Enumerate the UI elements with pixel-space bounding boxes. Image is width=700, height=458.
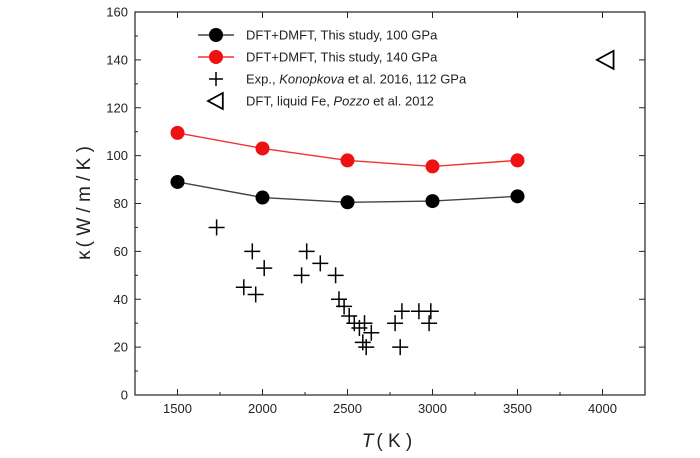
legend-label-pozzo: DFT, liquid Fe, Pozzo et al. 2012 xyxy=(246,94,434,109)
data-point-exp xyxy=(354,334,371,351)
x-tick-label: 1500 xyxy=(163,401,192,416)
plot-frame xyxy=(134,11,646,396)
y-axis: 0 20 40 60 80 100 120 140 160 xyxy=(106,5,645,403)
data-point-exp xyxy=(298,243,315,260)
data-point-dft100 xyxy=(425,194,440,209)
data-point-exp xyxy=(393,303,410,320)
legend-text-part: Pozzo xyxy=(333,94,369,109)
x-tick-label: 3500 xyxy=(503,401,532,416)
data-point-pozzo xyxy=(595,49,615,71)
legend-text-part: DFT+DMFT, This study, 100 GPa xyxy=(246,28,438,43)
y-axis-unit: ( W / m / K ) xyxy=(74,146,95,247)
series-dft140 xyxy=(170,125,525,174)
data-point-dft140 xyxy=(255,141,270,156)
y-tick-label: 60 xyxy=(114,244,128,259)
data-point-exp xyxy=(244,243,261,260)
data-point-exp xyxy=(356,315,373,332)
legend-text-part: et al. 2012 xyxy=(370,94,434,109)
data-point-exp xyxy=(336,298,353,315)
data-point-exp xyxy=(293,267,310,284)
data-point-exp xyxy=(327,267,344,284)
x-axis-symbol: T xyxy=(362,431,375,452)
y-tick-label: 80 xyxy=(114,196,128,211)
legend-label-dft140: DFT+DMFT, This study, 140 GPa xyxy=(246,50,438,65)
data-point-dft140 xyxy=(170,125,185,140)
data-point-dft140 xyxy=(510,153,525,168)
legend-marker-dft100 xyxy=(209,28,223,42)
data-point-dft140 xyxy=(340,153,355,168)
x-axis: 1500 2000 2500 3000 3500 4000 xyxy=(134,12,646,416)
data-point-exp xyxy=(235,279,252,296)
legend-marker-exp xyxy=(209,72,223,86)
legend-marker-pozzo xyxy=(206,91,224,111)
legend-marker-dft140 xyxy=(209,50,223,64)
data-point-dft100 xyxy=(170,174,185,189)
x-tick-label: 4000 xyxy=(588,401,617,416)
data-point-dft140 xyxy=(425,159,440,174)
y-tick-label: 120 xyxy=(106,100,128,115)
legend-text-part: DFT, liquid Fe, xyxy=(246,94,333,109)
legend-label-dft100: DFT+DMFT, This study, 100 GPa xyxy=(246,28,438,43)
data-point-exp xyxy=(363,324,380,341)
y-axis-label: κ ( W / m / K ) xyxy=(74,146,95,260)
y-tick-label: 0 xyxy=(121,388,128,403)
x-tick-label: 2500 xyxy=(333,401,362,416)
legend-text-part: Exp., xyxy=(246,72,279,87)
y-tick-label: 20 xyxy=(114,340,128,355)
data-point-dft100 xyxy=(510,189,525,204)
y-axis-symbol: κ xyxy=(74,250,95,260)
data-point-exp xyxy=(312,255,329,272)
legend-item-exp: Exp., Konopkova et al. 2016, 112 GPa xyxy=(209,72,467,87)
series-exp xyxy=(208,219,439,356)
legend-text-part: et al. 2016, 112 GPa xyxy=(344,72,467,87)
legend-item-dft140: DFT+DMFT, This study, 140 GPa xyxy=(198,50,438,65)
y-tick-label: 100 xyxy=(106,148,128,163)
legend-item-dft100: DFT+DMFT, This study, 100 GPa xyxy=(198,28,438,43)
data-point-exp xyxy=(247,286,264,303)
y-tick-label: 140 xyxy=(106,52,128,67)
y-tick-label: 160 xyxy=(106,5,128,20)
data-point-exp xyxy=(358,339,375,356)
x-axis-unit: ( K ) xyxy=(376,431,412,452)
legend-item-pozzo: DFT, liquid Fe, Pozzo et al. 2012 xyxy=(206,91,434,111)
data-point-exp xyxy=(392,339,409,356)
plot-area xyxy=(170,49,615,356)
data-point-exp xyxy=(387,315,404,332)
legend: DFT+DMFT, This study, 100 GPa DFT+DMFT, T… xyxy=(198,28,467,111)
data-point-exp xyxy=(421,315,438,332)
data-point-dft100 xyxy=(340,195,355,210)
data-point-dft100 xyxy=(255,190,270,205)
x-tick-label: 2000 xyxy=(248,401,277,416)
series-dft100 xyxy=(170,174,525,210)
legend-text-part: Konopkova xyxy=(279,72,344,87)
x-tick-label: 3000 xyxy=(418,401,447,416)
data-point-exp xyxy=(256,260,273,277)
x-axis-label: T( K ) xyxy=(362,431,413,452)
series-pozzo xyxy=(595,49,615,71)
y-tick-label: 40 xyxy=(114,292,128,307)
data-point-exp xyxy=(208,219,225,236)
legend-label-exp: Exp., Konopkova et al. 2016, 112 GPa xyxy=(246,72,467,87)
data-point-exp xyxy=(422,303,439,320)
legend-text-part: DFT+DMFT, This study, 140 GPa xyxy=(246,50,438,65)
